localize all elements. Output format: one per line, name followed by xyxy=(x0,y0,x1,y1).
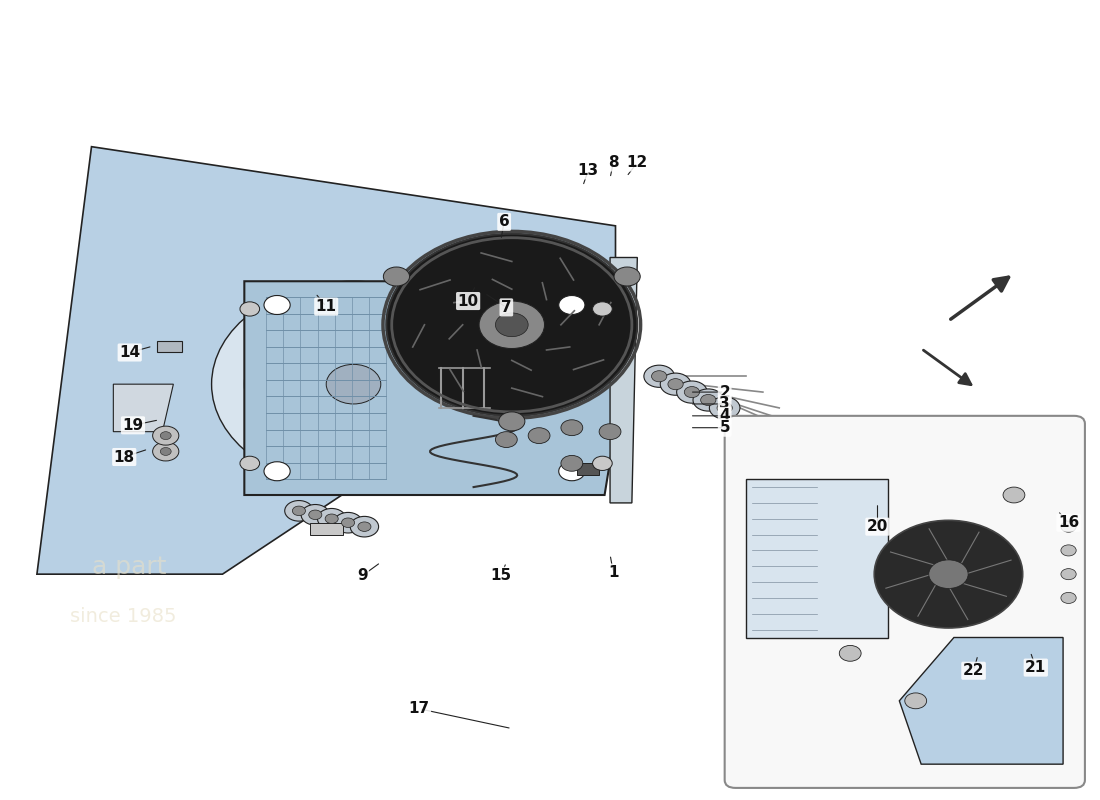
Polygon shape xyxy=(113,384,174,432)
Circle shape xyxy=(495,313,528,337)
Circle shape xyxy=(561,455,583,471)
Circle shape xyxy=(211,282,495,487)
Text: 14: 14 xyxy=(119,345,141,360)
Polygon shape xyxy=(747,479,889,638)
Circle shape xyxy=(660,373,691,395)
FancyBboxPatch shape xyxy=(725,416,1085,788)
Circle shape xyxy=(384,267,409,286)
Text: 9: 9 xyxy=(356,568,367,583)
Circle shape xyxy=(309,510,322,519)
Text: 4: 4 xyxy=(719,408,730,423)
Circle shape xyxy=(651,370,667,382)
Text: 2: 2 xyxy=(719,385,730,399)
Circle shape xyxy=(161,432,172,439)
Circle shape xyxy=(839,646,861,662)
Circle shape xyxy=(153,426,179,445)
Text: since 1985: since 1985 xyxy=(69,606,176,626)
Text: 6: 6 xyxy=(498,214,509,230)
Text: 12: 12 xyxy=(627,155,648,170)
Circle shape xyxy=(874,520,1023,628)
Circle shape xyxy=(684,386,700,398)
Circle shape xyxy=(710,397,740,419)
Circle shape xyxy=(1060,569,1076,580)
Text: 3: 3 xyxy=(719,397,730,411)
Circle shape xyxy=(644,365,674,387)
Circle shape xyxy=(676,381,707,403)
Text: euroi: euroi xyxy=(277,405,487,474)
Circle shape xyxy=(498,412,525,431)
Text: 22: 22 xyxy=(962,663,984,678)
Circle shape xyxy=(240,302,260,316)
Text: 21: 21 xyxy=(1025,660,1046,675)
Circle shape xyxy=(327,364,381,404)
Circle shape xyxy=(928,560,968,589)
Polygon shape xyxy=(578,463,600,475)
Circle shape xyxy=(161,447,172,455)
Circle shape xyxy=(326,514,338,523)
Circle shape xyxy=(561,420,583,436)
Circle shape xyxy=(240,456,260,470)
Circle shape xyxy=(495,432,517,447)
Polygon shape xyxy=(310,522,342,534)
Circle shape xyxy=(264,295,290,314)
Text: 13: 13 xyxy=(578,163,598,178)
Circle shape xyxy=(559,295,585,314)
Circle shape xyxy=(593,302,613,316)
Text: 17: 17 xyxy=(408,702,430,716)
Circle shape xyxy=(693,389,724,411)
Text: 20: 20 xyxy=(867,519,888,534)
Circle shape xyxy=(1060,521,1076,532)
Text: 16: 16 xyxy=(1058,515,1079,530)
Circle shape xyxy=(244,305,463,463)
Circle shape xyxy=(1060,592,1076,603)
Circle shape xyxy=(593,456,613,470)
Circle shape xyxy=(264,462,290,481)
Text: 19: 19 xyxy=(122,418,143,433)
Text: 5: 5 xyxy=(719,420,730,435)
Text: 18: 18 xyxy=(113,450,135,465)
Circle shape xyxy=(668,378,683,390)
Circle shape xyxy=(559,462,585,481)
Text: 1: 1 xyxy=(608,565,618,580)
Circle shape xyxy=(350,516,378,537)
Circle shape xyxy=(1060,545,1076,556)
Circle shape xyxy=(341,518,354,527)
Circle shape xyxy=(614,267,640,286)
Polygon shape xyxy=(157,341,183,353)
Circle shape xyxy=(153,442,179,461)
Polygon shape xyxy=(900,638,1063,764)
Circle shape xyxy=(717,402,733,414)
Circle shape xyxy=(1003,487,1025,503)
Polygon shape xyxy=(37,146,616,574)
Circle shape xyxy=(301,505,330,525)
Circle shape xyxy=(478,301,544,349)
Text: 7: 7 xyxy=(500,300,512,315)
Circle shape xyxy=(285,501,314,521)
Circle shape xyxy=(334,513,362,533)
Polygon shape xyxy=(244,282,626,495)
Text: 11: 11 xyxy=(316,299,337,314)
Circle shape xyxy=(318,509,345,529)
Circle shape xyxy=(293,506,306,515)
Text: 10: 10 xyxy=(458,294,478,309)
Polygon shape xyxy=(610,258,637,503)
Circle shape xyxy=(600,424,621,439)
Circle shape xyxy=(358,522,371,531)
Text: a part: a part xyxy=(91,555,166,579)
Circle shape xyxy=(701,394,716,406)
Circle shape xyxy=(905,693,926,709)
Circle shape xyxy=(528,428,550,443)
Text: 15: 15 xyxy=(491,568,512,583)
Circle shape xyxy=(386,234,637,416)
Text: 8: 8 xyxy=(608,155,618,170)
